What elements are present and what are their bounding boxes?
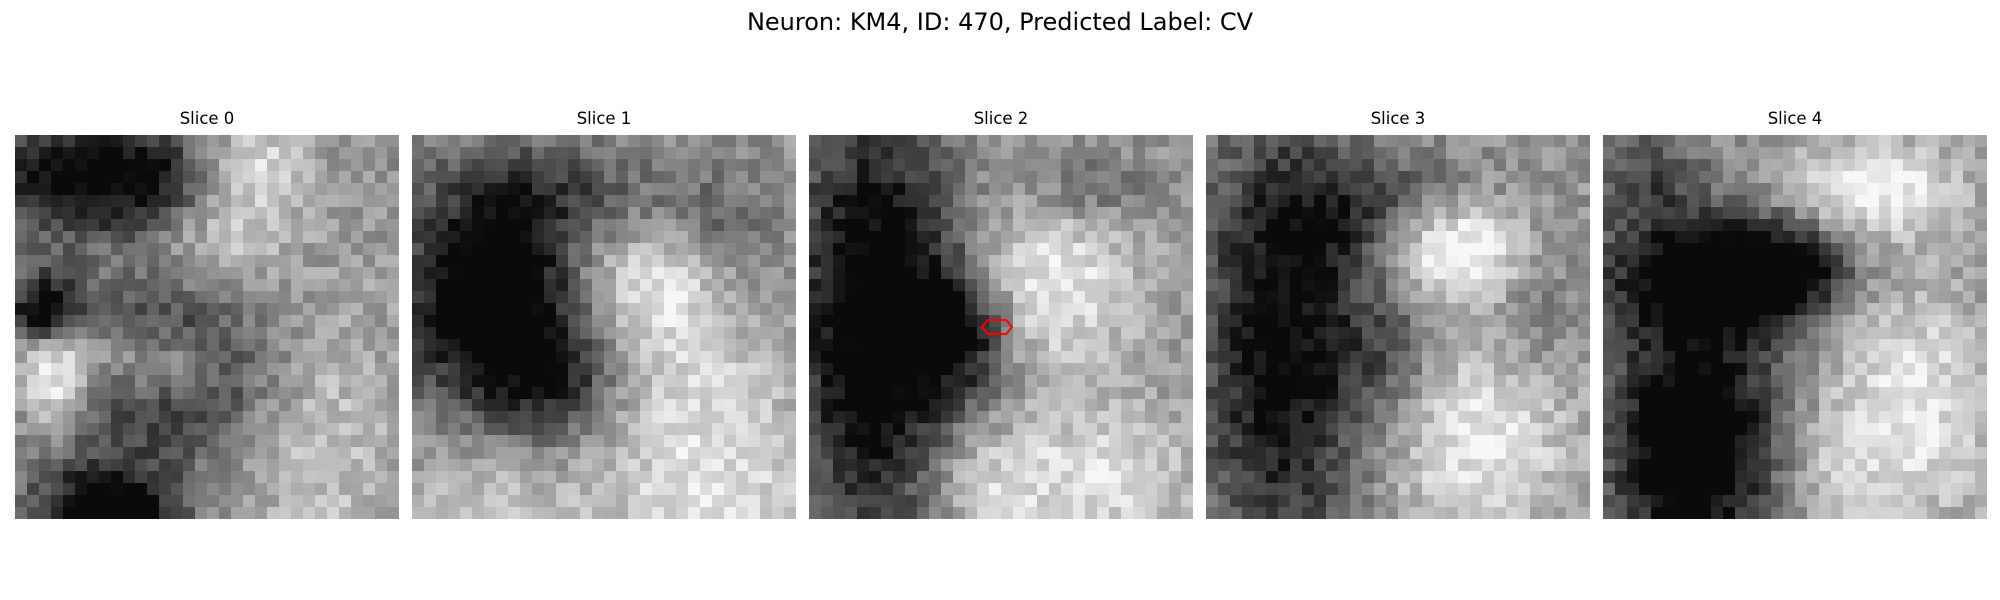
slice-image-2: [809, 135, 1193, 519]
slice-title-4: Slice 4: [1767, 109, 1823, 128]
red-hexagon-marker: [980, 319, 1014, 335]
slice-image-4: [1603, 135, 1987, 519]
figure-title: Neuron: KM4, ID: 470, Predicted Label: C…: [746, 8, 1254, 36]
slice-image-1: [412, 135, 796, 519]
slice-title-0: Slice 0: [179, 109, 235, 128]
slice-title-3: Slice 3: [1370, 109, 1426, 128]
slice-title-1: Slice 1: [576, 109, 632, 128]
slice-image-0: [15, 135, 399, 519]
slice-title-2: Slice 2: [973, 109, 1029, 128]
slice-image-3: [1206, 135, 1590, 519]
